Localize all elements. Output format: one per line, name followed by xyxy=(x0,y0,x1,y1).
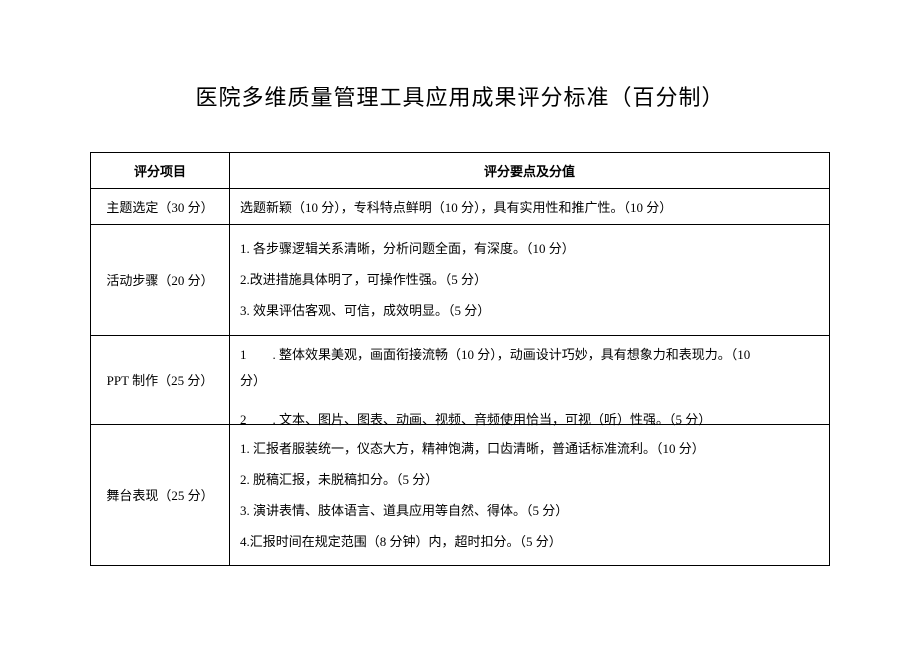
page-title: 医院多维质量管理工具应用成果评分标准（百分制） xyxy=(90,80,830,112)
row4-line3: 3. 演讲表情、肢体语言、道具应用等自然、得体。（5 分） xyxy=(240,495,819,526)
row2-label: 活动步骤（20 分） xyxy=(91,225,230,336)
table-header-row: 评分项目 评分要点及分值 xyxy=(91,153,830,189)
row2-line3: 3. 效果评估客观、可信，成效明显。（5 分） xyxy=(240,295,819,326)
header-col2: 评分要点及分值 xyxy=(230,153,830,189)
row3-line1b: 分） xyxy=(240,368,819,394)
row3-content: 1 . 整体效果美观，画面衔接流畅（10 分），动画设计巧妙，具有想象力和表现力… xyxy=(230,335,830,424)
table-row: 主题选定（30 分） 选题新颖（10 分），专科特点鲜明（10 分），具有实用性… xyxy=(91,189,830,225)
document-page: 医院多维质量管理工具应用成果评分标准（百分制） 评分项目 评分要点及分值 主题选… xyxy=(0,0,920,566)
header-col1: 评分项目 xyxy=(91,153,230,189)
row4-line2: 2. 脱稿汇报，未脱稿扣分。（5 分） xyxy=(240,464,819,495)
row2-line2: 2.改进措施具体明了，可操作性强。（5 分） xyxy=(240,264,819,295)
table-row: 活动步骤（20 分） 1. 各步骤逻辑关系清晰，分析问题全面，有深度。（10 分… xyxy=(91,225,830,336)
row3-label: PPT 制作（25 分） xyxy=(91,335,230,424)
row1-label: 主题选定（30 分） xyxy=(91,189,230,225)
table-row: PPT 制作（25 分） 1 . 整体效果美观，画面衔接流畅（10 分），动画设… xyxy=(91,335,830,424)
row2-content: 1. 各步骤逻辑关系清晰，分析问题全面，有深度。（10 分） 2.改进措施具体明… xyxy=(230,225,830,336)
row3-line1a: 1 . 整体效果美观，画面衔接流畅（10 分），动画设计巧妙，具有想象力和表现力… xyxy=(240,342,819,368)
row4-label: 舞台表现（25 分） xyxy=(91,424,230,566)
scoring-table: 评分项目 评分要点及分值 主题选定（30 分） 选题新颖（10 分），专科特点鲜… xyxy=(90,152,830,566)
row4-content: 1. 汇报者服装统一，仪态大方，精神饱满，口齿清晰，普通话标准流利。（10 分）… xyxy=(230,424,830,566)
row1-content: 选题新颖（10 分），专科特点鲜明（10 分），具有实用性和推广性。（10 分） xyxy=(230,189,830,225)
row4-line4: 4.汇报时间在规定范围（8 分钟）内，超时扣分。（5 分） xyxy=(240,526,819,557)
row4-line1: 1. 汇报者服装统一，仪态大方，精神饱满，口齿清晰，普通话标准流利。（10 分） xyxy=(240,433,819,464)
row2-line1: 1. 各步骤逻辑关系清晰，分析问题全面，有深度。（10 分） xyxy=(240,233,819,264)
table-row: 舞台表现（25 分） 1. 汇报者服装统一，仪态大方，精神饱满，口齿清晰，普通话… xyxy=(91,424,830,566)
row3-line2: 2 . 文本、图片、图表、动画、视频、音频使用恰当，可视（听）性强。（5 分） xyxy=(240,412,819,428)
